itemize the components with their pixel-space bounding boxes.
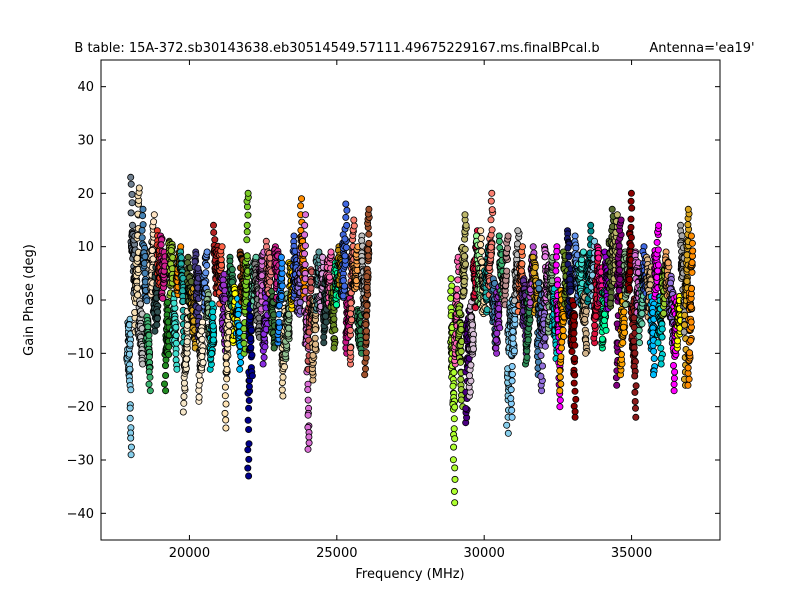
- plot-title: B table: 15A-372.sb30143638.eb30514549.5…: [74, 41, 599, 56]
- x-axis-label: Frequency (MHz): [355, 567, 464, 582]
- x-axis-ticks: 20000 25000 30000 35000: [169, 60, 652, 561]
- plot-frame: [100, 59, 721, 541]
- y-axis-label: Gain Phase (deg): [22, 244, 37, 356]
- scatter-points: [123, 173, 697, 507]
- antenna-label: Antenna='ea19': [649, 41, 754, 56]
